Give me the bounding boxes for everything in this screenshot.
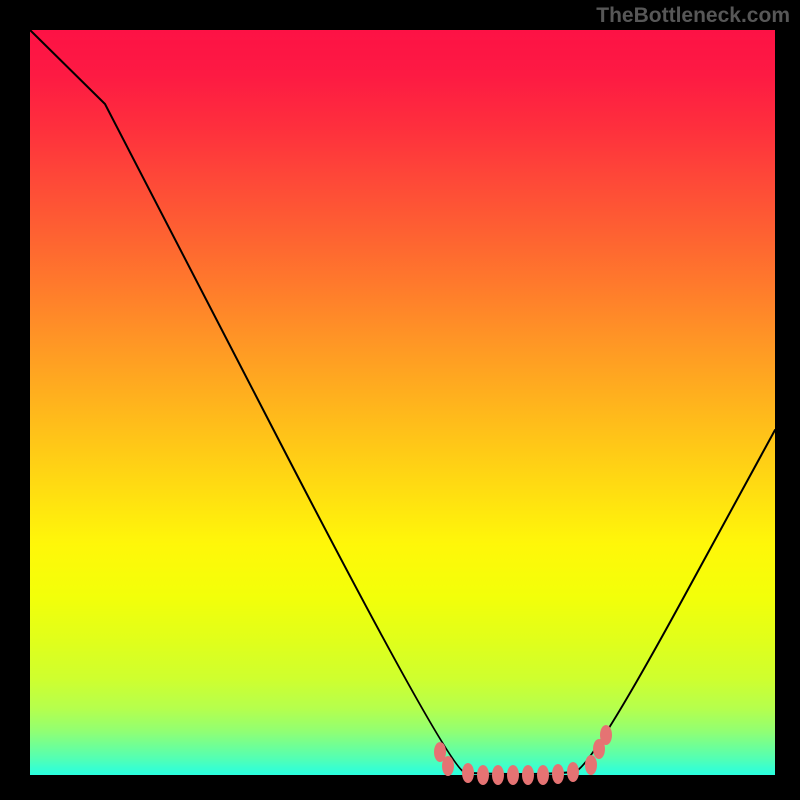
curve-marker	[567, 762, 579, 782]
curve-marker	[507, 765, 519, 785]
curve-marker	[462, 763, 474, 783]
curve-marker	[537, 765, 549, 785]
curve-marker	[585, 755, 597, 775]
curve-marker	[442, 756, 454, 776]
chart-container: TheBottleneck.com	[0, 0, 800, 800]
watermark: TheBottleneck.com	[596, 4, 790, 28]
curve-marker	[552, 764, 564, 784]
curve-marker	[522, 765, 534, 785]
curve-marker	[600, 725, 612, 745]
curve-marker	[492, 765, 504, 785]
plot-gradient-area	[30, 30, 775, 775]
bottleneck-chart	[0, 0, 800, 800]
curve-marker	[477, 765, 489, 785]
